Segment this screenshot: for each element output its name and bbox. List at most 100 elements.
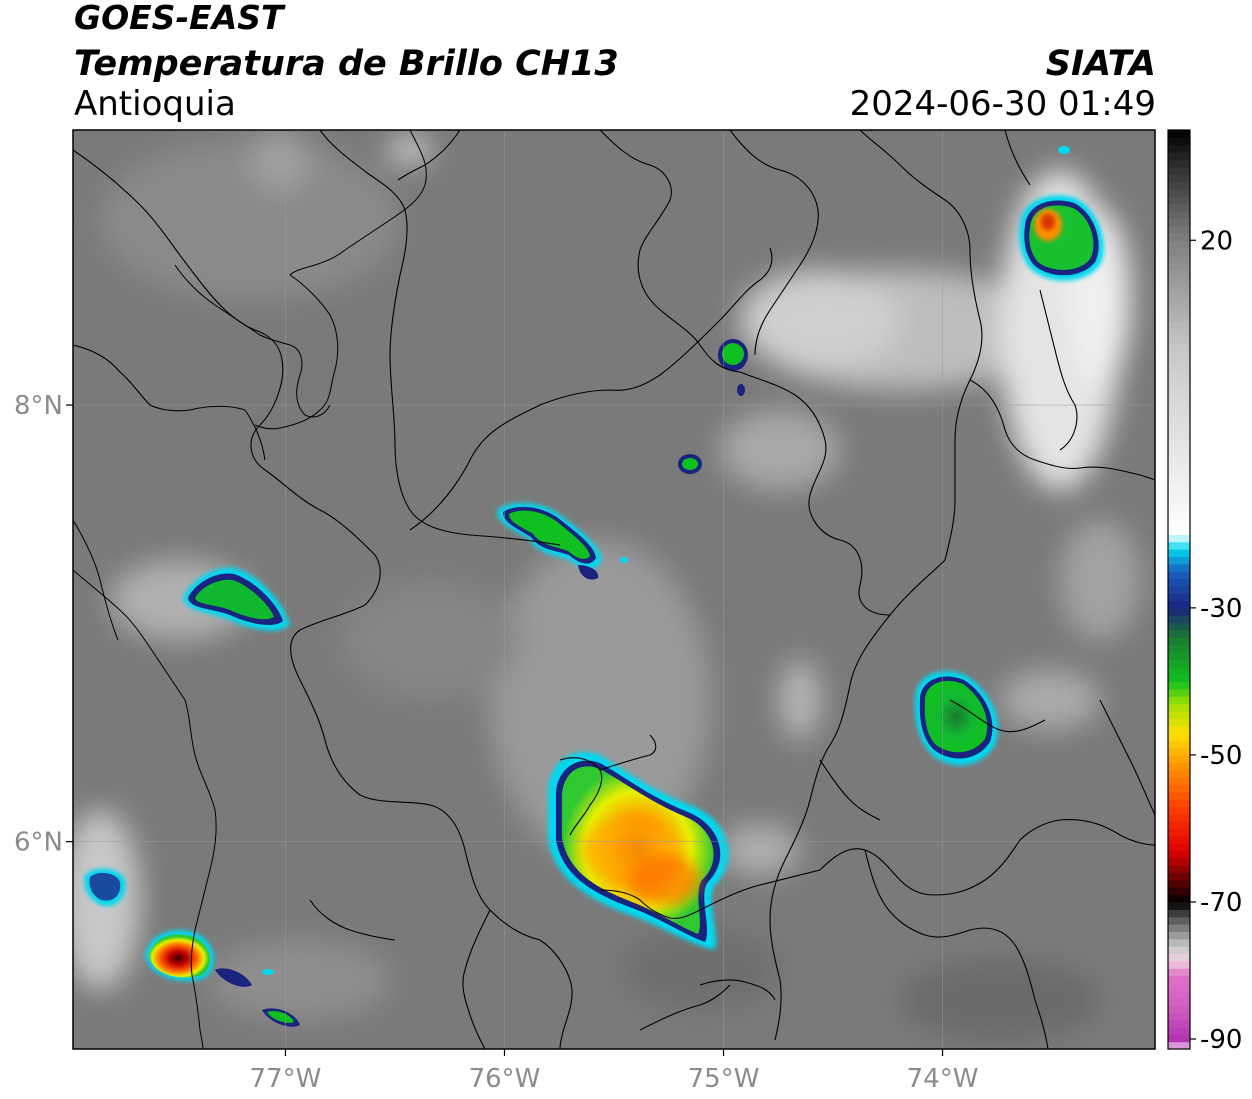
colorbar-segment (1168, 593, 1190, 602)
lon-tick-label: 77°W (250, 1064, 322, 1094)
colorbar (1167, 129, 1191, 1050)
colorbar-segment (1168, 188, 1190, 197)
colorbar-segment (1168, 284, 1190, 293)
colorbar-segment (1168, 431, 1190, 440)
colorbar-segment (1168, 394, 1190, 403)
colorbar-segment (1168, 475, 1190, 484)
colorbar-segment (1168, 519, 1190, 528)
colorbar-segment (1168, 960, 1190, 969)
colorbar-segment (1168, 527, 1190, 535)
colorbar-segment (1168, 225, 1190, 234)
colorbar-segment (1168, 982, 1190, 991)
colorbar-segment (1168, 1012, 1190, 1021)
colorbar-segment (1168, 879, 1190, 888)
longitude-axis: 77°W 76°W 75°W 74°W (250, 1049, 978, 1094)
colorbar-segment (1168, 799, 1190, 807)
colorbar-segment (1168, 379, 1190, 388)
colorbar-segment (1168, 240, 1190, 249)
product-title: Temperatura de Brillo CH13 (74, 44, 619, 84)
colorbar-segment (1168, 968, 1190, 977)
colorbar-segment (1168, 732, 1190, 741)
colorbar-segment (1168, 872, 1190, 881)
colorbar-segment (1168, 343, 1190, 352)
colorbar-segment (1168, 990, 1190, 999)
region-label: Antioquia (74, 84, 236, 124)
colorbar-segment (1168, 571, 1190, 580)
colorbar-segment (1168, 1019, 1190, 1028)
lat-tick-label: 8°N (14, 391, 63, 421)
colorbar-segment (1168, 688, 1190, 697)
timestamp-label: 2024-06-30 01:49 (849, 84, 1156, 124)
colorbar-segment (1168, 159, 1190, 168)
colorbar-segment (1168, 409, 1190, 418)
colorbar-segment (1168, 534, 1190, 543)
political-boundaries (73, 130, 1155, 1049)
colorbar-segment (1168, 372, 1190, 381)
colorbar-segment (1168, 203, 1190, 212)
colorbar-segment (1168, 563, 1190, 572)
colorbar-segment (1168, 1034, 1190, 1043)
colorbar-segment (1168, 659, 1190, 668)
brightness-temperature-field (73, 130, 1155, 1049)
colorbar-segment (1168, 490, 1190, 499)
colorbar-segment (1168, 350, 1190, 359)
colorbar-segment (1168, 446, 1190, 455)
colorbar-segment (1168, 1041, 1190, 1050)
colorbar-segment (1168, 681, 1190, 690)
colorbar-segment (1168, 254, 1190, 263)
colorbar-segment (1168, 468, 1190, 477)
colorbar-segment (1168, 277, 1190, 285)
map-frame (72, 129, 1156, 1050)
colorbar-segment (1168, 629, 1190, 638)
colorbar-segment (1168, 637, 1190, 646)
colorbar-segment (1168, 615, 1190, 624)
colorbar-segment (1168, 130, 1190, 138)
colorbar-segment (1168, 291, 1190, 300)
colorbar-segment (1168, 806, 1190, 815)
storm-uraba (183, 567, 290, 631)
colorbar-segment (1168, 607, 1190, 616)
colorbar-segment (1168, 835, 1190, 844)
colorbar-segment (1168, 916, 1190, 925)
storm-western (84, 868, 300, 1027)
colorbar-segment (1168, 313, 1190, 322)
storm-eastern (914, 671, 999, 766)
colorbar-segment (1168, 821, 1190, 830)
colorbar-tick-label: -30 (1200, 594, 1242, 624)
colorbar-segment (1168, 674, 1190, 682)
colorbar-segment (1168, 600, 1190, 609)
storm-northeast (1019, 146, 1104, 281)
colorbar-segment (1168, 218, 1190, 227)
colorbar-segment (1168, 232, 1190, 241)
colorbar-segment (1168, 166, 1190, 175)
colorbar-segment (1168, 747, 1190, 756)
storm-north-central (497, 339, 748, 580)
satellite-name: GOES-EAST (74, 0, 284, 37)
colorbar-segment (1168, 335, 1190, 344)
graticule (73, 130, 1155, 1049)
colorbar-tick-label: -50 (1200, 741, 1242, 771)
colorbar-segment (1168, 144, 1190, 153)
colorbar-segment (1168, 703, 1190, 712)
colorbar-segment (1168, 504, 1190, 513)
colorbar-segment (1168, 666, 1190, 675)
colorbar-segment (1168, 416, 1190, 425)
colorbar-segment (1168, 269, 1190, 278)
colorbar-segment (1168, 769, 1190, 778)
organization-label: SIATA (1045, 44, 1156, 84)
colorbar-segment (1168, 137, 1190, 146)
colorbar-segment (1168, 321, 1190, 330)
colorbar-segment (1168, 549, 1190, 558)
colorbar-segment (1168, 1004, 1190, 1013)
coastlines (73, 130, 427, 1049)
lon-tick-label: 75°W (688, 1064, 760, 1094)
colorbar-segment (1168, 953, 1190, 962)
colorbar-segment (1168, 210, 1190, 219)
colorbar-segment (1168, 453, 1190, 462)
colorbar-segment (1168, 357, 1190, 366)
colorbar-segment (1168, 1026, 1190, 1035)
colorbar-segment (1168, 901, 1190, 910)
colorbar-segment (1168, 696, 1190, 705)
colorbar-segment (1168, 762, 1190, 771)
colorbar-segment (1168, 710, 1190, 719)
